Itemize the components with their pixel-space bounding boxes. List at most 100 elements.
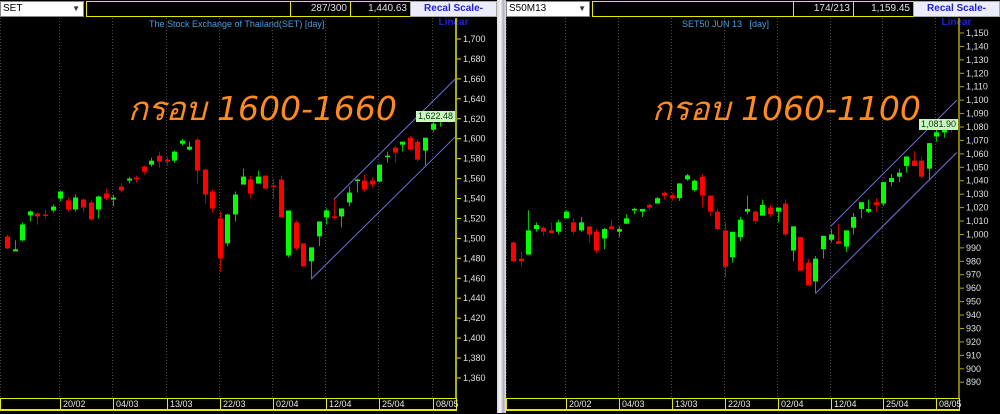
panel-splitter[interactable] [497, 0, 506, 413]
candle-body [279, 179, 284, 218]
candle-body [58, 191, 63, 199]
candle-body [431, 123, 436, 130]
y-tick-label: 1,040 [966, 176, 989, 186]
candle-body [165, 159, 170, 162]
info-field [86, 1, 291, 17]
chart-panel-set: SET ▼ 287/300 1,440.63 Recal Scale-Linea… [0, 0, 497, 414]
chevron-down-icon[interactable]: ▼ [72, 4, 80, 13]
candle-body [692, 180, 697, 191]
candle-body [248, 179, 253, 194]
date-label: 20/02 [60, 399, 113, 409]
candle-body [233, 194, 238, 215]
y-tick-label: 1,580 [463, 154, 486, 164]
candle-body [142, 166, 147, 172]
candle-body [541, 227, 546, 232]
candle-body [385, 155, 390, 158]
annotation-text: กรอบ 1060-1100 [652, 89, 921, 128]
candle-body [919, 160, 924, 177]
candle-body [415, 141, 420, 160]
y-tick-label: 1,120 [966, 68, 989, 78]
recal-scale-button[interactable]: Recal Scale-Linear [410, 1, 497, 28]
candle-body [881, 182, 886, 204]
candle-body [655, 198, 660, 204]
candle-body [640, 208, 645, 212]
candle-body [534, 225, 539, 230]
candle-body [776, 207, 781, 212]
candlestick-chart[interactable]: 1,360 1,380 1,400 1,420 1,440 1,460 1,480 1,500… [0, 18, 497, 398]
candle-body [526, 230, 531, 255]
candle-body [866, 208, 871, 212]
symbol-dropdown[interactable]: S50M13 ▼ [506, 1, 590, 17]
date-axis: 20/02 04/03 13/03 22/03 02/04 12/04 25/04 08/05 [506, 398, 962, 410]
y-tick-label: 940 [966, 310, 981, 320]
candle-body [662, 192, 667, 196]
candle-body [738, 219, 743, 238]
candlestick-chart[interactable]: 890 900 910 920 930 940 950 960 970 980 990 1,000 1,… [506, 18, 1000, 398]
candle-body [851, 216, 856, 228]
channel-line-lower [815, 152, 958, 294]
candle-body [332, 216, 337, 218]
date-label: 02/04 [778, 399, 831, 409]
candle-body [594, 231, 599, 251]
date-label: 22/03 [725, 399, 778, 409]
chevron-down-icon[interactable]: ▼ [578, 4, 586, 13]
y-tick-label: 1,620 [463, 114, 486, 124]
candle-body [271, 185, 276, 188]
candle-body [66, 200, 71, 210]
bottom-strip [0, 410, 457, 414]
candle-body [89, 202, 94, 220]
y-tick-label: 1,540 [463, 194, 486, 204]
y-tick-label: 970 [966, 270, 981, 280]
y-tick-label: 930 [966, 323, 981, 333]
y-tick-label: 1,400 [463, 333, 486, 343]
candle-body [844, 230, 849, 247]
candle-body [859, 202, 864, 209]
date-label: 08/05 [433, 399, 459, 409]
date-label: 12/04 [326, 399, 379, 409]
candle-body [632, 208, 637, 211]
recal-scale-button[interactable]: Recal Scale-Linear [913, 1, 1000, 28]
date-label: 02/04 [273, 399, 326, 409]
y-tick-label: 960 [966, 283, 981, 293]
candle-body [511, 242, 516, 262]
date-label: 04/03 [113, 399, 167, 409]
y-tick-label: 1,680 [463, 54, 486, 64]
candle-body [96, 196, 101, 210]
chart-title: The Stock Exchange of Thailand(SET) [day… [149, 19, 325, 29]
candle-body [670, 195, 675, 199]
candle-body [579, 222, 584, 231]
candle-body [897, 172, 902, 177]
symbol-value: S50M13 [509, 3, 547, 14]
y-tick-label: 1,360 [463, 373, 486, 383]
y-tick-label: 1,640 [463, 94, 486, 104]
y-tick-label: 1,010 [966, 216, 989, 226]
candle-body [324, 210, 329, 218]
y-tick-label: 1,380 [463, 353, 486, 363]
candle-body [647, 204, 652, 208]
candle-body [806, 262, 811, 286]
candle-body [35, 213, 40, 217]
y-tick-label: 1,050 [966, 162, 989, 172]
symbol-dropdown[interactable]: SET ▼ [0, 1, 84, 17]
y-tick-label: 1,480 [463, 253, 486, 263]
candle-body [874, 202, 879, 205]
candle-body [889, 178, 894, 183]
y-tick-label: 1,600 [463, 134, 486, 144]
bar-counter: 287/300 [290, 1, 351, 17]
candle-body [677, 183, 682, 199]
candle-body [934, 132, 939, 137]
y-tick-label: 1,560 [463, 174, 486, 184]
candle-body [700, 176, 705, 196]
candle-body [241, 176, 246, 185]
y-tick-label: 1,700 [463, 34, 486, 44]
candle-body [263, 175, 268, 189]
candle-body [587, 226, 592, 235]
y-tick-label: 1,090 [966, 109, 989, 119]
candle-body [813, 258, 818, 282]
y-tick-label: 1,150 [966, 28, 989, 38]
candle-body [609, 226, 614, 230]
last-price-tag: 1,081.90 [919, 118, 959, 130]
candle-body [73, 197, 78, 210]
candle-body [829, 234, 834, 240]
candle-body [519, 258, 524, 262]
